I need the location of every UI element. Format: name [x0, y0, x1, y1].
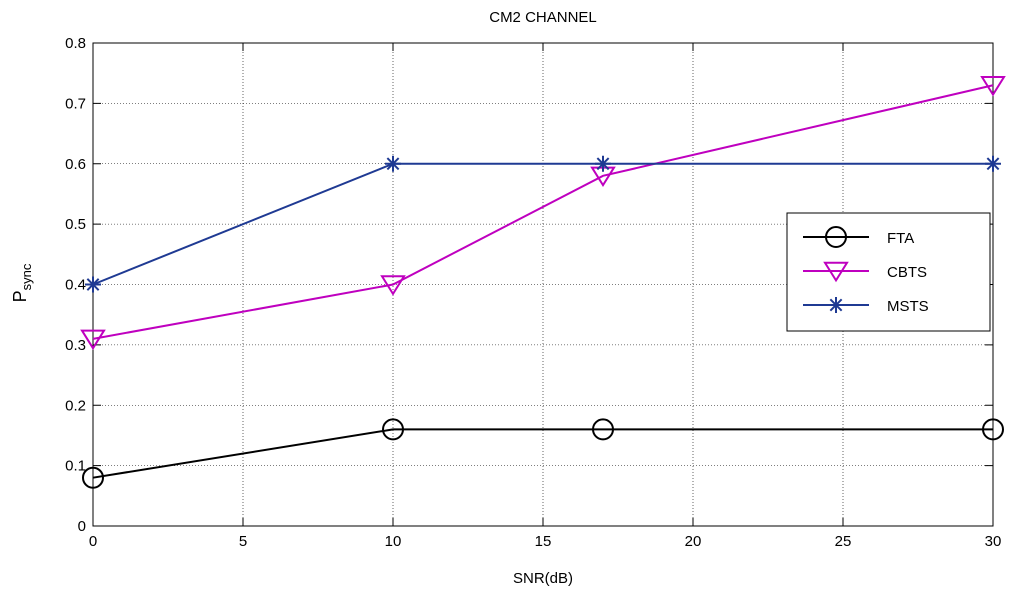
marker-stroke: [86, 278, 100, 291]
x-tick-label: 25: [835, 533, 852, 550]
marker-stroke: [986, 157, 1000, 171]
y-tick-label: 0.6: [65, 156, 86, 173]
legend: FTA CBTS MSTS: [786, 212, 991, 332]
data-point-msts: [595, 155, 611, 172]
data-point-fta: [982, 418, 1004, 441]
series-msts: [85, 155, 1001, 293]
series-line-msts: [92, 162, 993, 286]
y-tick-label: 0.1: [65, 458, 86, 475]
legend-label-msts: MSTS: [887, 298, 929, 315]
chart-title: CM2 CHANNEL: [489, 9, 597, 26]
x-tick-label: 5: [239, 533, 247, 550]
x-tick-label: 30: [985, 533, 1002, 550]
series-cbts: [80, 76, 1006, 351]
data-point-cbts: [80, 329, 106, 351]
data-point-fta: [82, 466, 104, 489]
y-tick-label: 0.4: [65, 277, 86, 294]
data-point-msts: [985, 155, 1001, 172]
legend-marker-cbts: [823, 261, 849, 283]
x-tick-label: 10: [385, 533, 402, 550]
data-point-fta: [382, 418, 404, 441]
y-tick-label: 0.2: [65, 397, 86, 414]
x-axis-label: SNR(dB): [513, 570, 573, 587]
x-tick-label: 20: [685, 533, 702, 550]
marker-stroke: [386, 157, 400, 171]
series-line-cbts: [92, 84, 994, 340]
data-point-fta: [592, 418, 614, 441]
series-layer: [80, 76, 1006, 489]
data-point-cbts: [380, 275, 406, 296]
axes: 0 5 10 15 20 25 30 0 0.1 0.2 0.3 0.4 0.5 0.6 0.7 0.8: [65, 35, 1001, 550]
y-tick-label: 0.3: [65, 337, 86, 354]
y-tick-label: 0.7: [65, 95, 86, 112]
series-fta: [82, 418, 1004, 489]
legend-label-cbts: CBTS: [887, 264, 927, 281]
legend-label-fta: FTA: [887, 230, 914, 247]
y-axis-label-sub: sync: [19, 263, 34, 290]
y-tick-label: 0.5: [65, 216, 86, 233]
y-tick-label: 0.8: [65, 35, 86, 52]
y-axis-label: Psync: [10, 263, 34, 302]
legend-marker-fta: [825, 226, 847, 248]
marker-stroke: [829, 298, 843, 312]
data-point-msts: [385, 155, 401, 172]
legend-marker-msts: [828, 297, 844, 313]
legend-box: [786, 212, 991, 332]
x-tick-label: 15: [535, 533, 552, 550]
series-line-fta: [92, 428, 993, 479]
y-axis-label-main: P: [10, 290, 30, 302]
data-point-cbts: [980, 76, 1006, 97]
x-tick-label: 0: [89, 533, 97, 550]
data-point-msts: [85, 276, 101, 293]
y-tick-label: 0: [78, 518, 86, 535]
marker-stroke: [596, 157, 610, 171]
